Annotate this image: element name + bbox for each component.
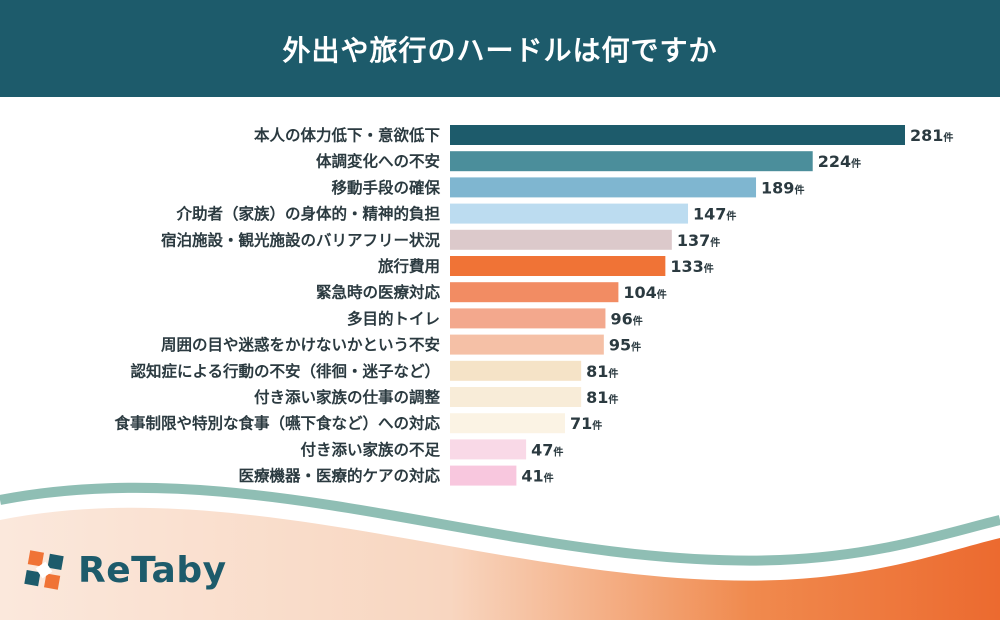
category-label: 食事制限や特別な食事（嚥下食など）への対応 (113, 414, 440, 433)
value-label: 137件 (677, 231, 720, 250)
value-label: 81件 (586, 362, 618, 381)
category-label: 介助者（家族）の身体的・精神的負担 (175, 204, 440, 223)
brand-name: ReTaby (78, 549, 227, 591)
bar (450, 413, 565, 434)
bar (450, 151, 813, 172)
category-label: 医療機器・医療的ケアの対応 (238, 466, 440, 485)
value-label: 41件 (521, 467, 553, 486)
category-label: 周囲の目や迷惑をかけないかという不安 (161, 335, 440, 354)
value-label: 224件 (818, 152, 861, 171)
category-label: 移動手段の確保 (331, 178, 440, 197)
category-label: 多目的トイレ (347, 309, 440, 328)
bar (450, 465, 517, 486)
bar (450, 203, 689, 224)
category-label: 体調変化への不安 (316, 152, 440, 171)
bar (450, 125, 905, 145)
category-label: 付き添い家族の仕事の調整 (254, 388, 441, 407)
header-banner: 外出や旅行のハードルは何ですか (0, 0, 1000, 97)
bar (450, 387, 582, 407)
category-label: 本人の体力低下・意欲低下 (254, 126, 440, 145)
brand-logo: ReTaby (22, 548, 227, 592)
bar (450, 177, 757, 198)
bar (450, 360, 582, 381)
category-label: 宿泊施設・観光施設のバリアフリー状況 (161, 230, 441, 249)
value-label: 95件 (609, 336, 641, 355)
bar (450, 334, 604, 355)
value-label: 189件 (761, 178, 804, 197)
category-label: 緊急時の医療対応 (316, 283, 441, 302)
value-label: 104件 (623, 283, 666, 302)
bar (450, 256, 666, 276)
bar (450, 229, 672, 250)
value-label: 147件 (693, 205, 736, 224)
bar (450, 439, 527, 460)
value-label: 71件 (570, 414, 602, 433)
bar (450, 308, 606, 329)
value-label: 133件 (670, 257, 713, 276)
category-label: 認知症による行動の不安（徘徊・迷子など） (130, 361, 440, 380)
category-label: 付き添い家族の不足 (300, 440, 440, 459)
bar (450, 282, 619, 303)
footer-wave (0, 482, 1000, 620)
category-label: 旅行費用 (378, 257, 440, 276)
value-label: 281件 (910, 126, 953, 145)
value-label: 96件 (610, 309, 642, 328)
page-title: 外出や旅行のハードルは何ですか (282, 33, 718, 67)
value-label: 81件 (586, 388, 618, 407)
value-label: 47件 (531, 440, 563, 459)
logo-icon (24, 550, 64, 590)
